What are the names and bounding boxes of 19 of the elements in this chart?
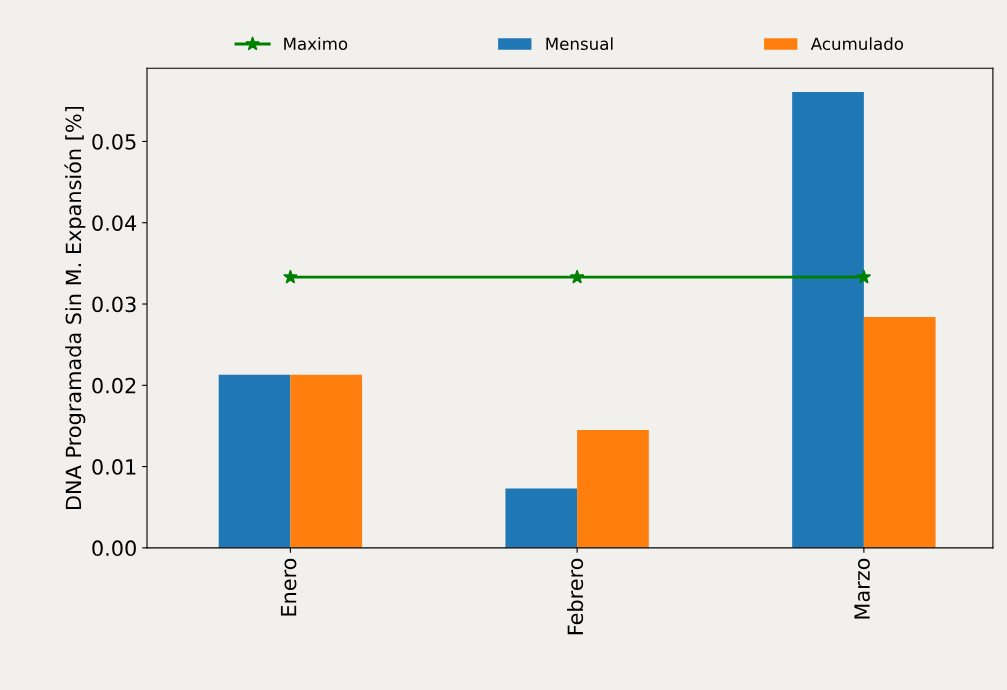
bar bbox=[792, 91, 864, 548]
y-tick-label: 0.01 bbox=[92, 459, 136, 475]
legend-label: Maximo bbox=[284, 37, 348, 51]
y-tick-label: 0.04 bbox=[92, 215, 137, 231]
legend-label: Mensual bbox=[546, 37, 613, 51]
legend-label: Acumulado bbox=[810, 37, 904, 51]
y-tick-label: 0.02 bbox=[92, 377, 136, 394]
bar bbox=[577, 430, 649, 548]
y-tick-label: 0.03 bbox=[92, 296, 136, 313]
x-tick-label: Febrero bbox=[567, 558, 584, 635]
bar bbox=[863, 317, 936, 548]
y-axis-title: DNA Programada Sin M. Expansión [%] bbox=[64, 106, 86, 509]
x-tick-label: Enero bbox=[280, 558, 297, 616]
bar bbox=[290, 374, 363, 548]
bar bbox=[218, 374, 291, 548]
y-tick-label: 0.05 bbox=[92, 133, 136, 150]
y-tick-label: 0.00 bbox=[92, 540, 136, 557]
x-tick-label: Marzo bbox=[854, 558, 870, 619]
bar bbox=[505, 488, 578, 548]
